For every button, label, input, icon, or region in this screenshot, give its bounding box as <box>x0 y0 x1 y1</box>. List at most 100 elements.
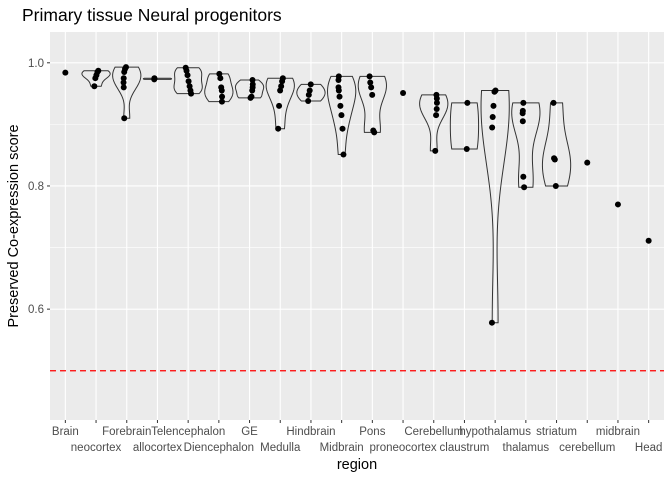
x-tick-label: Diencephalon <box>184 442 254 454</box>
data-point <box>488 319 495 326</box>
data-point <box>120 79 127 86</box>
x-tick-label: claustrum <box>440 442 490 454</box>
data-point <box>368 84 375 91</box>
x-tick-label: Cerebellum <box>404 426 463 438</box>
x-tick-label: proneocortex <box>369 442 436 454</box>
data-point <box>120 84 127 91</box>
data-point <box>433 112 440 119</box>
x-tick-label: striatum <box>536 426 577 438</box>
axes: 0.6 0.8 1.0 Brain neocortex Forebrain allocort… <box>28 58 662 454</box>
x-tick-label: Midbrain <box>320 442 364 454</box>
data-point <box>340 151 347 158</box>
data-point <box>491 88 498 95</box>
violin-Medulla <box>265 77 295 130</box>
data-point <box>305 97 312 104</box>
data-point <box>91 83 98 90</box>
x-tick-label: GE <box>241 426 258 438</box>
data-point <box>369 91 376 98</box>
data-point <box>92 75 99 82</box>
data-point <box>614 201 621 208</box>
y-tick-label: 1.0 <box>28 58 44 70</box>
data-point <box>520 99 527 106</box>
x-tick-label: cerebellum <box>559 442 615 454</box>
data-point <box>521 184 528 191</box>
data-point <box>276 102 283 109</box>
data-point <box>433 95 440 102</box>
data-point <box>339 125 346 132</box>
x-tick-label: Pons <box>359 426 385 438</box>
data-point <box>218 98 225 105</box>
data-point <box>519 110 526 117</box>
plot-panel <box>50 32 664 420</box>
data-point <box>371 129 378 136</box>
data-point <box>366 73 373 80</box>
data-point <box>279 78 286 85</box>
data-point <box>121 69 128 76</box>
data-point <box>307 81 314 88</box>
x-tick-label: Head <box>635 442 663 454</box>
y-axis-title: Preserved Co-expression score <box>6 124 22 327</box>
violins <box>81 66 572 324</box>
data-point <box>433 105 440 112</box>
y-tick-label: 0.6 <box>28 304 44 316</box>
x-tick-label: neocortex <box>71 442 122 454</box>
data-point <box>645 237 652 244</box>
data-point <box>433 99 440 106</box>
violin-Pons <box>357 75 387 133</box>
x-tick-label: Brain <box>52 426 79 438</box>
chart-title: Primary tissue Neural progenitors <box>22 5 282 25</box>
violin-Diencephalon <box>204 73 234 103</box>
data-point <box>550 99 557 106</box>
data-point <box>490 102 497 109</box>
data-point <box>432 147 439 154</box>
data-point <box>249 77 256 84</box>
data-point <box>335 77 342 84</box>
data-point <box>519 118 526 125</box>
x-axis-title: region <box>337 457 377 473</box>
data-point <box>275 125 282 132</box>
data-point <box>551 156 558 163</box>
violin-thalamus <box>511 102 541 188</box>
violin-neocortex <box>81 70 111 87</box>
data-point <box>305 91 312 98</box>
x-tick-label: hypothalamus <box>459 426 531 438</box>
data-points <box>62 64 652 326</box>
x-tick-label: Telencephalon <box>151 426 225 438</box>
data-point <box>185 78 192 85</box>
data-point <box>338 112 345 119</box>
data-point <box>249 87 256 94</box>
data-point <box>218 87 225 94</box>
data-point <box>336 93 343 100</box>
x-tick-label: Medulla <box>260 442 301 454</box>
data-point <box>62 69 69 76</box>
data-point <box>121 115 128 122</box>
x-tick-label: midbrain <box>596 426 640 438</box>
data-point <box>584 159 591 166</box>
data-point <box>520 173 527 180</box>
x-tick-label: allocortex <box>133 442 182 454</box>
data-point <box>552 182 559 189</box>
data-point <box>367 79 374 86</box>
data-point <box>151 76 158 83</box>
data-point <box>335 87 342 94</box>
violin-Cerebellum <box>419 94 449 152</box>
data-point <box>489 113 496 120</box>
x-tick-label: thalamus <box>503 442 550 454</box>
data-point <box>277 87 284 94</box>
data-point <box>219 93 226 100</box>
data-point <box>184 72 191 79</box>
data-point <box>337 102 344 109</box>
data-point <box>464 99 471 106</box>
violin-Telencephalon <box>173 67 203 95</box>
violin-Hindbrain <box>296 83 326 102</box>
violin-GE <box>234 79 265 99</box>
data-point <box>188 90 195 97</box>
x-tick-label: Forebrain <box>102 426 151 438</box>
data-point <box>400 89 407 96</box>
data-point <box>463 146 470 153</box>
violin-claustrum <box>449 102 480 150</box>
data-point <box>120 75 127 82</box>
data-point <box>247 94 254 101</box>
violin-Midbrain <box>327 75 357 156</box>
